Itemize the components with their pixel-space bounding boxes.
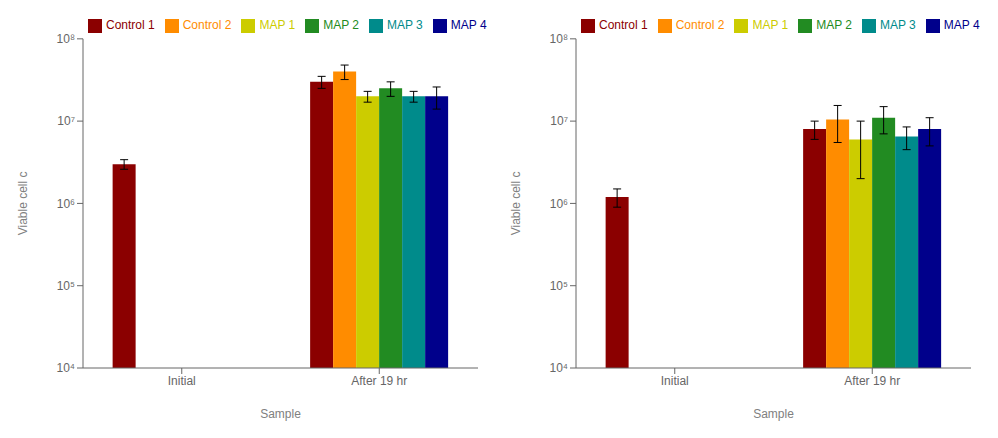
html-text:Control 1: Control 1 (599, 18, 648, 32)
html-text:Control 2: Control 2 (182, 18, 232, 32)
svg-text:10⁵: 10⁵ (57, 279, 75, 293)
svg-text:After 19 hr: After 19 hr (351, 374, 407, 388)
svg-text:10⁵: 10⁵ (550, 279, 568, 293)
html-text:MAP 1: MAP 1 (259, 18, 296, 32)
svg-text:After 19 hr: After 19 hr (844, 374, 900, 388)
svg-text:10⁷: 10⁷ (57, 114, 75, 128)
svg-text:Sample: Sample (753, 407, 794, 421)
html-text:MAP 2: MAP 2 (323, 18, 359, 32)
svg-text:Initial: Initial (168, 374, 196, 388)
html-text:Control 2: Control 2 (675, 18, 725, 32)
svg-text:10⁸: 10⁸ (550, 32, 568, 46)
html-text:MAP 2: MAP 2 (816, 18, 852, 32)
svg-text:Viable cell c: Viable cell c (509, 172, 523, 236)
html-text:MAP 4: MAP 4 (943, 18, 980, 32)
svg-text:10⁷: 10⁷ (550, 114, 568, 128)
svg-text:10⁸: 10⁸ (57, 32, 75, 46)
html-text:MAP 1: MAP 1 (752, 18, 789, 32)
html-text:MAP 3: MAP 3 (387, 18, 423, 32)
html-text:MAP 3: MAP 3 (880, 18, 916, 32)
svg-text:Initial: Initial (661, 374, 689, 388)
html-text:Control 1: Control 1 (106, 18, 155, 32)
svg-text:10⁶: 10⁶ (57, 197, 75, 211)
svg-text:Sample: Sample (260, 407, 301, 421)
svg-text:10⁴: 10⁴ (56, 361, 75, 375)
svg-text:10⁶: 10⁶ (550, 197, 568, 211)
html-text:MAP 4: MAP 4 (450, 18, 487, 32)
svg-text:10⁴: 10⁴ (549, 361, 568, 375)
svg-text:Viable cell c: Viable cell c (16, 172, 30, 236)
